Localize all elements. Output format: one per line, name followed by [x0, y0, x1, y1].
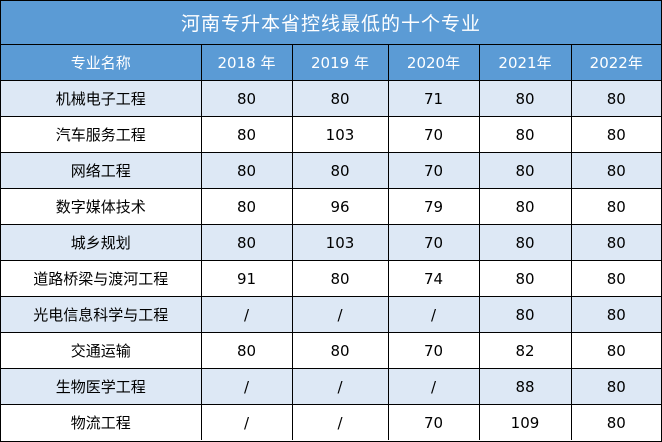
score-cell: 80: [570, 152, 661, 189]
score-cell: /: [200, 296, 293, 333]
score-cell: 80: [200, 152, 293, 189]
score-cell: 80: [570, 116, 661, 153]
score-cell: 80: [291, 260, 389, 297]
header-2019: 2019 年: [291, 45, 389, 81]
major-name: 城乡规划: [1, 224, 202, 261]
table-title: 河南专升本省控线最低的十个专业: [1, 1, 661, 45]
score-cell: 80: [478, 188, 572, 225]
major-name: 汽车服务工程: [1, 116, 202, 153]
table-row: 汽车服务工程 80 103 70 80 80: [1, 116, 661, 153]
score-cell: /: [291, 404, 389, 440]
major-name: 机械电子工程: [1, 80, 202, 117]
score-cell: 80: [200, 116, 293, 153]
header-2018: 2018 年: [200, 45, 293, 81]
table-row: 道路桥梁与渡河工程 91 80 74 80 80: [1, 260, 661, 297]
score-cell: 74: [387, 260, 480, 297]
table-row: 机械电子工程 80 80 71 80 80: [1, 80, 661, 117]
score-cell: 103: [291, 224, 389, 261]
major-name: 道路桥梁与渡河工程: [1, 260, 202, 297]
score-cell: 80: [570, 260, 661, 297]
table-row: 交通运输 80 80 70 82 80: [1, 332, 661, 369]
table-row: 城乡规划 80 103 70 80 80: [1, 224, 661, 261]
score-cell: 80: [200, 188, 293, 225]
score-cell: /: [200, 404, 293, 440]
score-cell: 70: [387, 404, 480, 440]
major-name: 光电信息科学与工程: [1, 296, 202, 333]
score-cell: 103: [291, 116, 389, 153]
score-cell: 80: [570, 368, 661, 405]
score-cell: /: [291, 296, 389, 333]
score-cell: 109: [478, 404, 572, 440]
score-cell: 80: [200, 332, 293, 369]
header-2020: 2020年: [387, 45, 480, 81]
score-cell: 80: [478, 224, 572, 261]
score-cell: /: [387, 296, 480, 333]
score-cell: 80: [200, 80, 293, 117]
score-cell: /: [291, 368, 389, 405]
table-row: 光电信息科学与工程 / / / 80 80: [1, 296, 661, 333]
score-cell: 80: [291, 152, 389, 189]
score-cell: 80: [291, 80, 389, 117]
major-name: 生物医学工程: [1, 368, 202, 405]
score-cell: 70: [387, 116, 480, 153]
score-cell: 79: [387, 188, 480, 225]
score-cell: 80: [570, 188, 661, 225]
score-cell: 80: [200, 224, 293, 261]
header-row: 专业名称 2018 年 2019 年 2020年 2021年 2022年: [1, 45, 661, 81]
major-name: 网络工程: [1, 152, 202, 189]
header-major: 专业名称: [1, 45, 202, 81]
major-name: 数字媒体技术: [1, 188, 202, 225]
score-cell: 71: [387, 80, 480, 117]
score-cell: 82: [478, 332, 572, 369]
table-row: 网络工程 80 80 70 80 80: [1, 152, 661, 189]
score-cell: 80: [570, 80, 661, 117]
score-cell: 70: [387, 224, 480, 261]
table-row: 生物医学工程 / / / 88 80: [1, 368, 661, 405]
score-cell: /: [387, 368, 480, 405]
score-cell: 80: [478, 296, 572, 333]
table-row: 物流工程 / / 70 109 80: [1, 404, 661, 440]
score-cell: 80: [478, 116, 572, 153]
score-cell: 80: [570, 224, 661, 261]
score-cell: 91: [200, 260, 293, 297]
score-cell: /: [200, 368, 293, 405]
table-row: 数字媒体技术 80 96 79 80 80: [1, 188, 661, 225]
score-cell: 96: [291, 188, 389, 225]
score-cell: 80: [291, 332, 389, 369]
header-2022: 2022年: [570, 45, 661, 81]
major-name: 物流工程: [1, 404, 202, 440]
score-cell: 80: [478, 152, 572, 189]
score-cell: 80: [478, 260, 572, 297]
score-cell: 70: [387, 332, 480, 369]
score-cell: 80: [478, 80, 572, 117]
score-table: 专业名称 2018 年 2019 年 2020年 2021年 2022年 机械电…: [1, 45, 661, 440]
major-name: 交通运输: [1, 332, 202, 369]
header-2021: 2021年: [478, 45, 572, 81]
score-cell: 80: [570, 296, 661, 333]
score-cell: 70: [387, 152, 480, 189]
score-cell: 88: [478, 368, 572, 405]
score-cell: 80: [570, 404, 661, 440]
score-cell: 80: [570, 332, 661, 369]
